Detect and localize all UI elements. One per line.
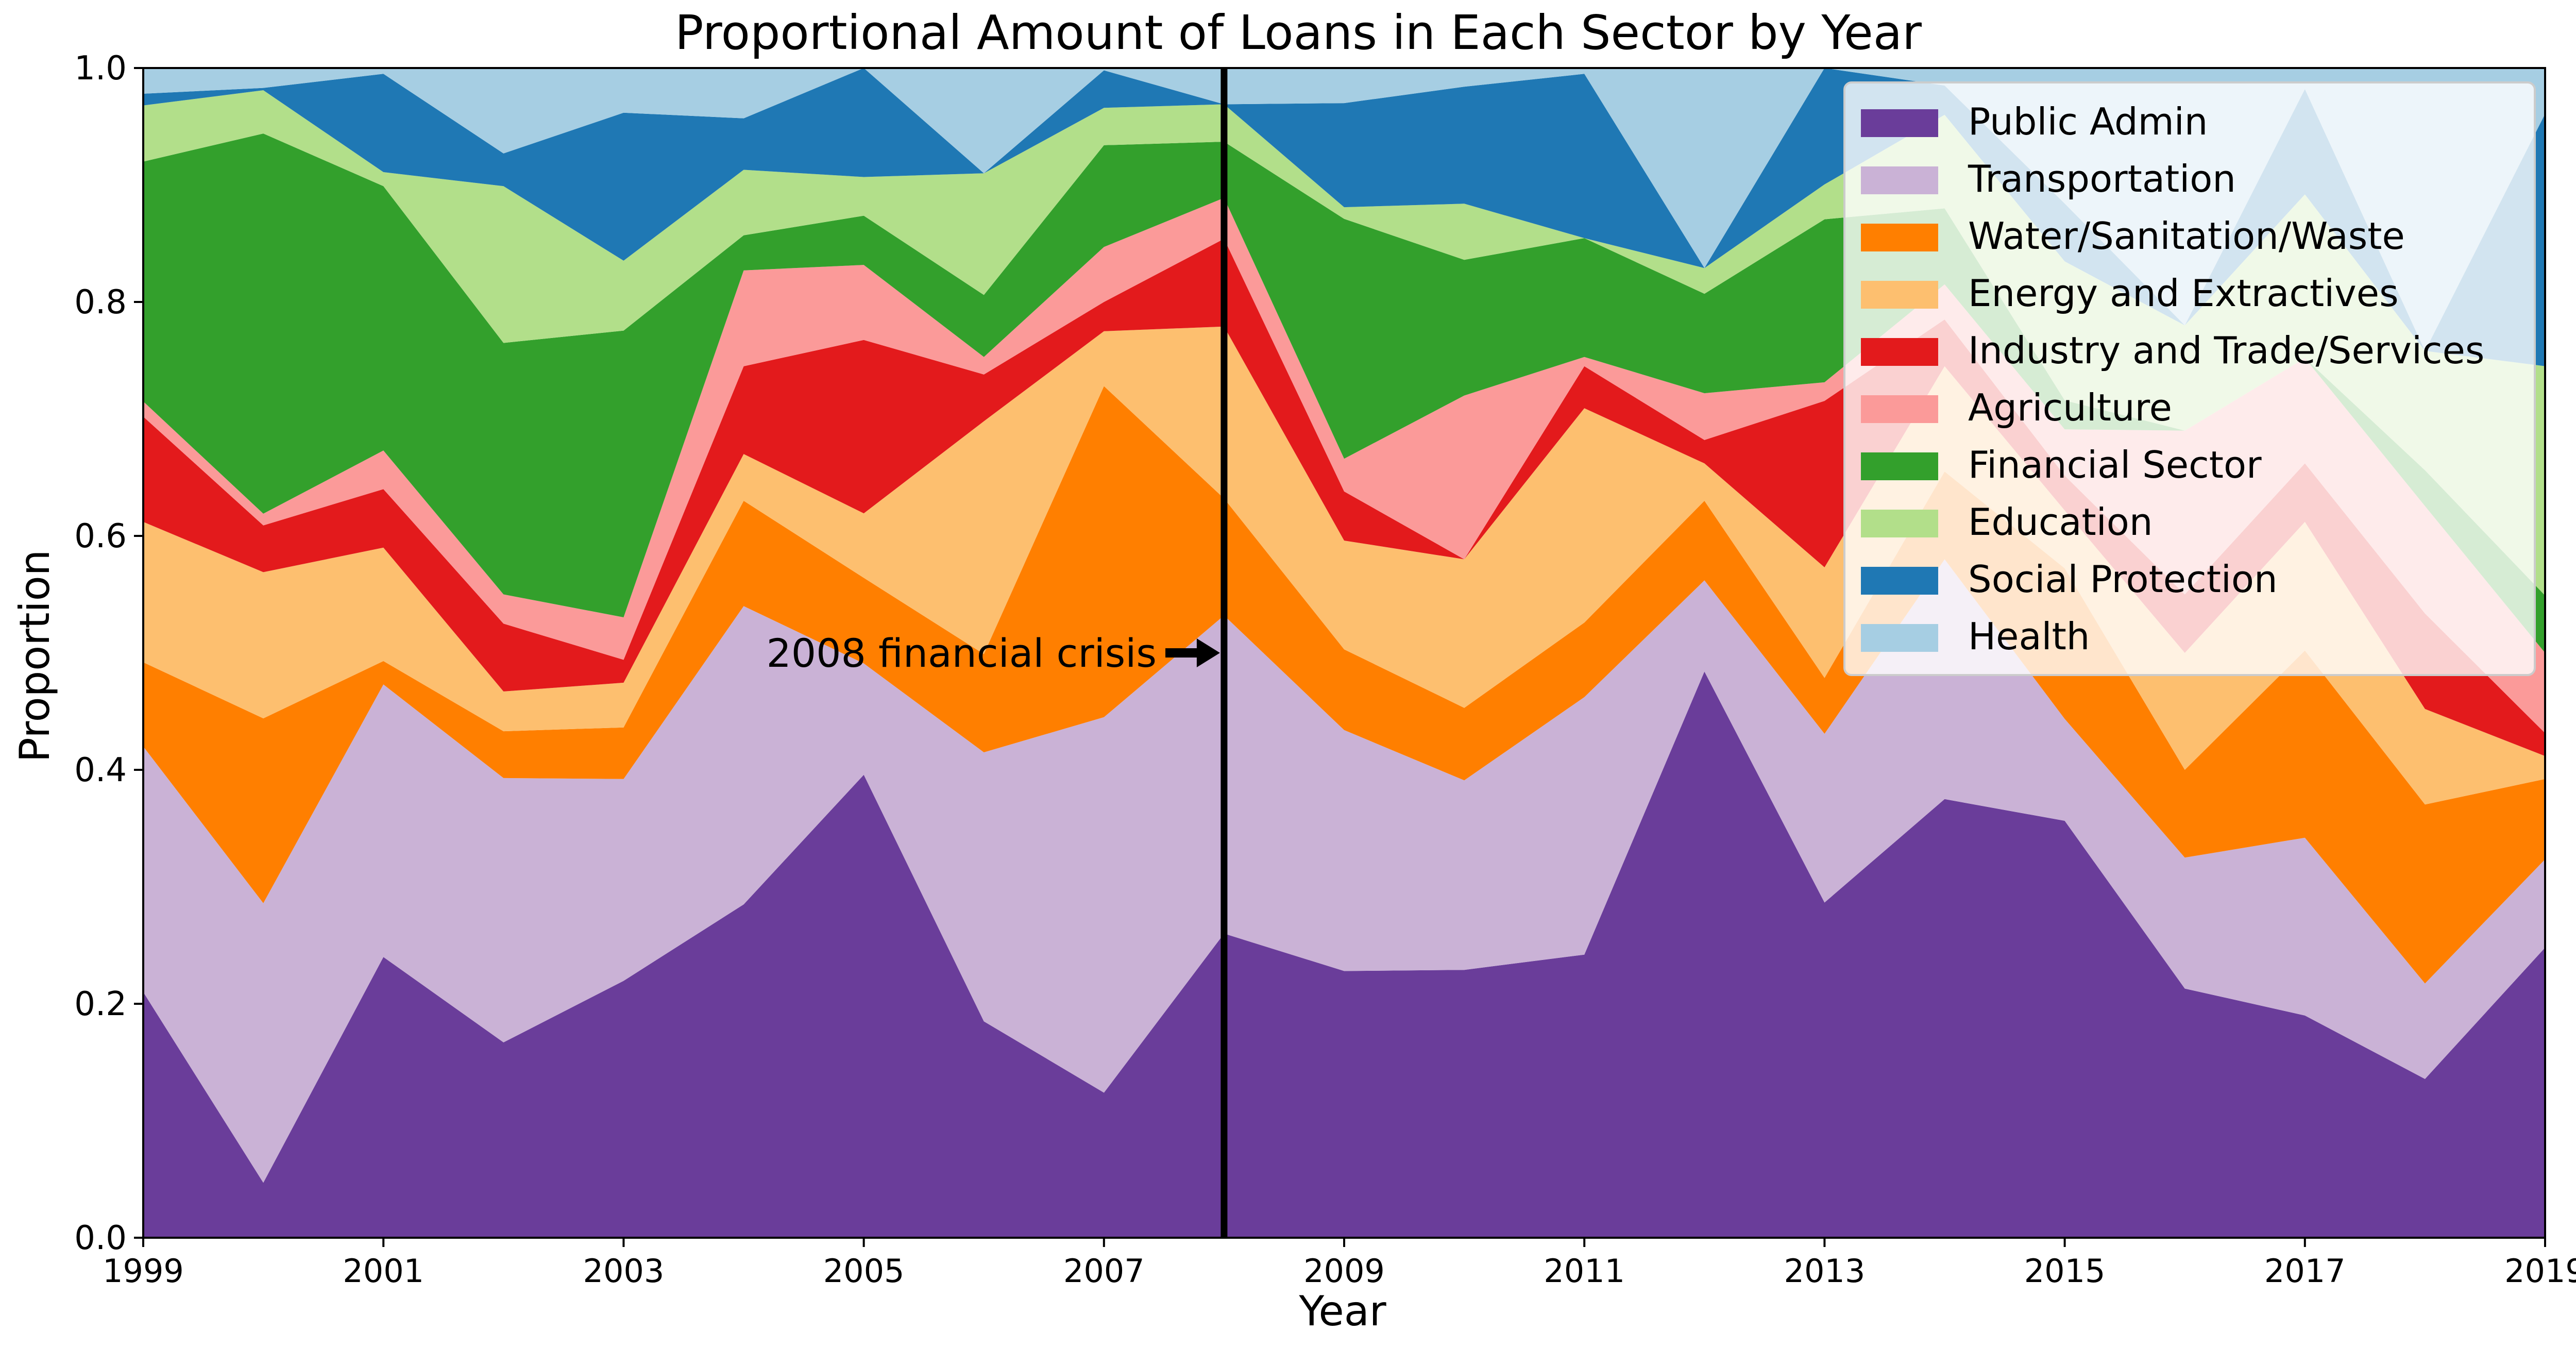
x-tick-label: 2007	[1063, 1252, 1145, 1290]
legend-swatch-transportation	[1861, 166, 1938, 194]
x-tick-label: 2009	[1303, 1252, 1385, 1290]
legend-label-water-sanitation-waste: Water/Sanitation/Waste	[1968, 214, 2405, 258]
area-public-admin	[143, 671, 2545, 1238]
legend-label-public-admin: Public Admin	[1968, 100, 2208, 143]
x-tick-label: 2003	[583, 1252, 665, 1290]
y-tick-label: 1.0	[74, 49, 127, 88]
y-axis-ticks: 0.0 0.2 0.4 0.6 0.8 1.0	[74, 49, 143, 1257]
y-tick-label: 0.2	[74, 985, 127, 1023]
area-industry-and-trade-services	[143, 239, 2545, 756]
y-tick-label: 0.4	[74, 751, 127, 789]
x-tick-label: 2017	[2264, 1252, 2346, 1290]
x-tick-label: 2019	[2504, 1252, 2576, 1290]
area-education	[143, 90, 2545, 596]
chart-title: Proportional Amount of Loans in Each Sec…	[675, 5, 1922, 60]
legend-swatch-water-sanitation-waste	[1861, 224, 1938, 251]
legend-frame	[1843, 81, 2536, 676]
x-tick-label: 2001	[343, 1252, 424, 1290]
x-tick-label: 2011	[1544, 1252, 1625, 1290]
legend: Public Admin Transportation Water/Sanitati…	[1843, 81, 2536, 676]
legend-label-health: Health	[1968, 615, 2090, 658]
x-tick-label: 2013	[1784, 1252, 1866, 1290]
x-tick-label: 2005	[823, 1252, 905, 1290]
y-tick-label: 0.0	[74, 1219, 127, 1257]
crisis-annotation-label: 2008 financial crisis	[766, 630, 1157, 676]
legend-label-social-protection: Social Protection	[1968, 558, 2278, 601]
area-layers	[143, 68, 2545, 1238]
legend-swatch-public-admin	[1861, 109, 1938, 137]
y-tick-label: 0.6	[74, 517, 127, 555]
legend-label-industry-and-trade-services: Industry and Trade/Services	[1968, 329, 2484, 372]
legend-swatch-education	[1861, 510, 1938, 537]
legend-swatch-health	[1861, 624, 1938, 652]
legend-swatch-industry-and-trade-services	[1861, 338, 1938, 366]
legend-swatch-social-protection	[1861, 567, 1938, 595]
x-tick-label: 2015	[2024, 1252, 2106, 1290]
x-axis-label: Year	[1298, 1287, 1386, 1335]
annotation-arrow	[1165, 638, 1220, 667]
legend-label-financial-sector: Financial Sector	[1968, 443, 2262, 486]
legend-swatch-energy-and-extractives	[1861, 281, 1938, 309]
legend-label-agriculture: Agriculture	[1968, 386, 2172, 429]
legend-label-energy-and-extractives: Energy and Extractives	[1968, 272, 2399, 315]
legend-swatch-financial-sector	[1861, 452, 1938, 480]
area-social-protection	[143, 68, 2545, 366]
area-agriculture	[143, 198, 2545, 733]
x-axis-ticks: 1999 2001 2003 2005 2007 2009 2011 2013 2015 2017…	[103, 1238, 2576, 1290]
legend-swatch-agriculture	[1861, 395, 1938, 423]
x-tick-label: 1999	[103, 1252, 184, 1290]
crisis-annotation: 2008 financial crisis	[766, 630, 1220, 676]
y-axis-label: Proportion	[11, 550, 59, 763]
legend-label-education: Education	[1968, 500, 2153, 544]
legend-label-transportation: Transportation	[1968, 157, 2236, 200]
area-transportation	[143, 559, 2545, 1183]
y-tick-label: 0.8	[74, 283, 127, 322]
